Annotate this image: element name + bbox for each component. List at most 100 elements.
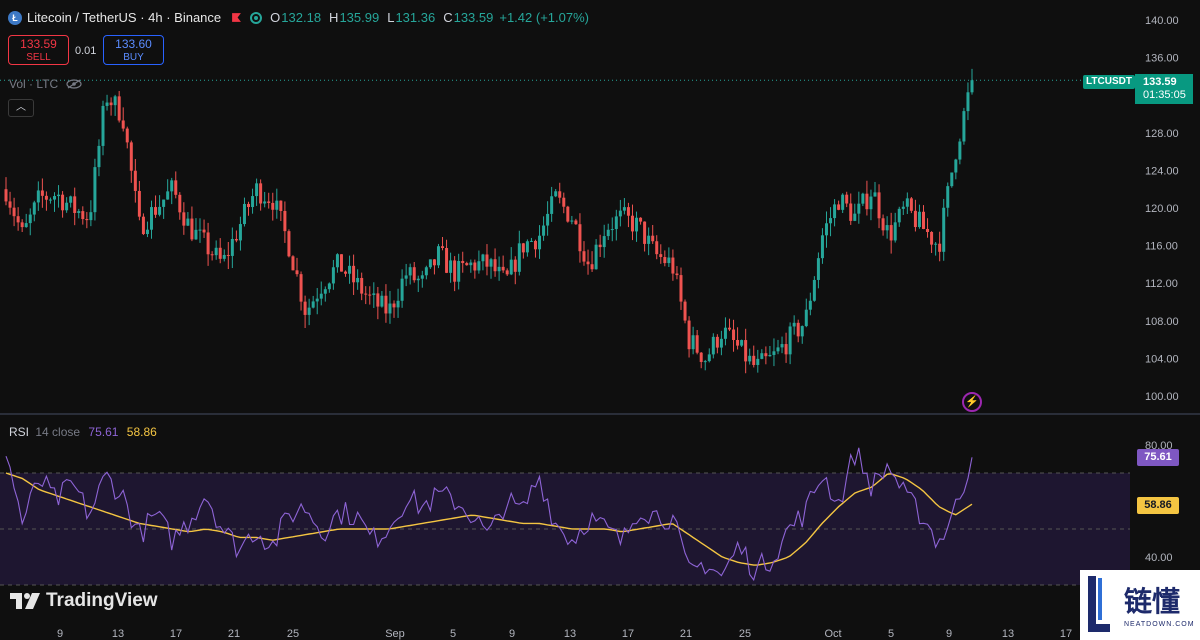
time-tick-label: Sep xyxy=(385,628,405,640)
price-tick-label: 136.00 xyxy=(1145,53,1179,65)
candle-body xyxy=(938,243,942,252)
bar-countdown: 01:35:05 xyxy=(1143,89,1186,101)
price-axis[interactable]: 140.00 136.00 128.00 124.00 120.00 116.00 112.… xyxy=(1145,15,1179,403)
candle-body xyxy=(428,259,432,268)
rsi-legend[interactable]: RSI 14 close 75.61 58.86 xyxy=(9,425,157,439)
candle-body xyxy=(970,80,974,93)
candle-body xyxy=(105,102,109,106)
candle-body xyxy=(489,259,493,267)
candle-body xyxy=(768,354,772,357)
candle-body xyxy=(517,243,521,272)
candle-body xyxy=(109,102,113,106)
candle-body xyxy=(626,207,630,216)
candle-body xyxy=(380,295,384,307)
candle-body xyxy=(12,207,16,217)
litecoin-logo-icon: Ł xyxy=(8,10,22,25)
candle-body xyxy=(360,277,364,294)
candle-body xyxy=(348,265,352,274)
candle-body xyxy=(671,257,675,274)
time-tick-label: 25 xyxy=(287,628,299,640)
candle-body xyxy=(594,244,598,270)
flag-icon[interactable] xyxy=(231,12,242,23)
candle-body xyxy=(4,189,8,202)
candle-body xyxy=(8,201,12,208)
candle-body xyxy=(635,217,639,232)
candle-body xyxy=(853,213,857,221)
buy-price: 133.60 xyxy=(115,37,152,51)
candle-body xyxy=(441,246,445,249)
candle-body xyxy=(137,190,141,217)
candle-body xyxy=(32,202,36,215)
buy-button[interactable]: 133.60 BUY xyxy=(103,35,164,65)
candle-body xyxy=(263,201,267,204)
open-value: 132.18 xyxy=(281,10,322,25)
candle-body xyxy=(558,191,562,198)
candle-body xyxy=(436,246,440,266)
candle-body xyxy=(764,353,768,357)
candle-body xyxy=(69,196,73,203)
candle-body xyxy=(319,293,323,299)
candle-body xyxy=(804,309,808,327)
time-tick-label: 21 xyxy=(228,628,240,640)
collapse-legend-button[interactable]: ︿ xyxy=(8,99,34,117)
close-value: 133.59 xyxy=(453,10,494,25)
candle-body xyxy=(412,267,416,281)
candle-body xyxy=(214,247,218,256)
candle-body xyxy=(20,222,24,228)
sell-button[interactable]: 133.59 SELL xyxy=(8,35,69,65)
candle-body xyxy=(222,254,226,259)
time-axis[interactable]: 9 13 17 21 25 Sep 5 9 13 17 21 25 Oct 5 9 13 17 xyxy=(57,628,1072,640)
candle-body xyxy=(145,229,149,235)
rsi-ma-value-label: 58.86 xyxy=(1137,497,1179,514)
candle-body xyxy=(461,260,465,264)
volume-label: Vol · LTC xyxy=(9,77,59,91)
candle-body xyxy=(885,225,889,231)
rsi-params: 14 close xyxy=(35,425,81,439)
candle-body xyxy=(546,213,550,226)
candle-body xyxy=(586,261,590,265)
volume-legend[interactable]: Vol · LTC xyxy=(9,77,82,91)
price-tick-label: 140.00 xyxy=(1145,15,1179,27)
candle-body xyxy=(247,203,251,208)
candle-body xyxy=(158,206,162,215)
candle-body xyxy=(117,96,121,121)
candle-body xyxy=(73,196,77,213)
price-tick-label: 116.00 xyxy=(1145,241,1178,253)
symbol-price-label: LTCUSDT xyxy=(1083,75,1135,89)
candle-body xyxy=(808,300,812,310)
candle-body xyxy=(711,336,715,355)
time-tick-label: 25 xyxy=(739,628,751,640)
candle-body xyxy=(659,254,663,258)
candle-body xyxy=(182,212,186,226)
symbol-title[interactable]: Litecoin / TetherUS · 4h · Binance xyxy=(27,10,222,25)
candle-body xyxy=(493,259,497,272)
candle-body xyxy=(946,186,950,208)
candle-body xyxy=(780,344,784,348)
candle-body xyxy=(473,262,477,271)
tradingview-brand[interactable]: TradingView xyxy=(10,590,158,612)
neatdown-logo-icon xyxy=(1088,576,1110,632)
candle-body xyxy=(542,225,546,236)
candle-body xyxy=(93,167,97,213)
price-tick-label: 128.00 xyxy=(1145,128,1179,140)
spread-value: 0.01 xyxy=(75,45,97,57)
candle-body xyxy=(820,235,824,259)
candle-body xyxy=(881,218,885,231)
candle-body xyxy=(77,211,81,213)
time-tick-label: 13 xyxy=(112,628,124,640)
candle-body xyxy=(756,358,760,365)
candle-body xyxy=(242,203,246,225)
eye-hidden-icon[interactable] xyxy=(66,79,82,89)
candle-body xyxy=(432,259,436,266)
candle-body xyxy=(469,262,473,266)
candle-body xyxy=(457,260,461,282)
candle-body xyxy=(909,198,913,211)
time-tick-label: 5 xyxy=(888,628,894,640)
candle-body xyxy=(396,300,400,308)
candle-body xyxy=(331,267,335,284)
candle-body xyxy=(307,307,311,315)
candle-body xyxy=(404,275,408,279)
candle-body xyxy=(679,275,683,302)
lightning-icon[interactable]: ⚡ xyxy=(962,392,982,412)
